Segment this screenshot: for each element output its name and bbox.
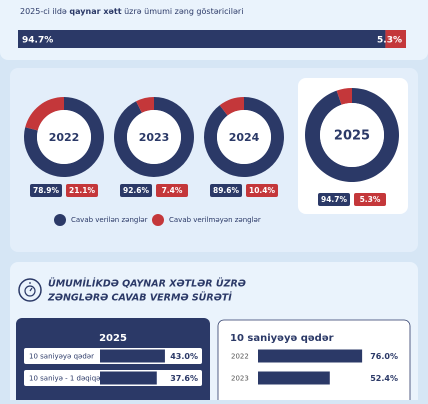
donut-year: 2022 [49,131,80,144]
donut-hole [37,110,91,164]
donut-year: 2023 [139,131,170,144]
answered-bar [18,30,386,48]
speed-title: ZƏNGLƏRƏ CAVAB VERMƏ SÜRƏTİ [47,293,232,304]
row-value: 76.0% [370,352,398,361]
missed-segment [25,97,64,131]
legend-icon [152,214,164,226]
missed-bar [385,30,406,48]
title-part: qaynar xətt [69,7,121,16]
legend-label: Cavab verilən zənglər [71,216,148,224]
value-label: 10.4% [249,186,276,195]
title-part: 2025-ci ildə [20,7,69,16]
label-box [156,184,188,197]
row-value: 37.6% [170,374,198,383]
donut-hole [127,110,181,164]
label-box [66,184,98,197]
row-label: 10 saniyə - 1 dəqiqə [29,375,100,383]
label-box [318,193,350,206]
row-label: 2022 [231,353,249,361]
value-label: 5.3% [360,195,381,204]
summary-title: 2025-ci ildə qaynar xətt üzrə ümumi zəng… [20,7,243,16]
bar-label: 94.7% [22,36,53,46]
speed-bar [258,349,363,363]
row-label: 10 saniyəyə qədər [29,353,94,361]
value-label: 7.4% [162,186,183,195]
stopwatch-icon [18,278,42,302]
panel-title: 10 saniyəyə qədər [230,333,334,344]
answered-segment [305,88,399,182]
missed-segment [136,97,154,113]
value-label: 78.9% [33,186,60,195]
donut-year: 2024 [229,131,260,144]
speed-title: ÜMUMİLİKDƏ QAYNAR XƏTLƏR ÜZRƏ [48,279,246,290]
label-box [30,184,62,197]
label-box [210,184,242,197]
speed-bar [100,349,165,363]
row-label: 2023 [231,375,249,383]
bar-label: 5.3% [377,36,402,46]
row-value: 52.4% [370,374,398,383]
speed-bar [100,371,157,385]
row-value: 43.0% [170,352,198,361]
speed-bar [258,371,330,385]
title-part: üzrə ümumi zəng göstəriciləri [122,7,244,16]
answered-segment [114,97,195,178]
value-label: 92.6% [123,186,150,195]
answered-segment [23,97,104,177]
answered-segment [204,97,284,177]
value-label: 89.6% [213,186,240,195]
value-label: 94.7% [321,195,348,204]
missed-segment [336,88,352,105]
legend-icon [54,214,66,226]
value-label: 21.1% [69,186,96,195]
label-box [354,193,386,206]
label-box [246,184,278,197]
legend-label: Cavab verilməyən zənglər [169,216,261,224]
donut-hole [320,103,384,167]
label-box [120,184,152,197]
missed-segment [219,97,244,116]
panel-title: 2025 [99,333,127,344]
donut-hole [217,110,271,164]
donut-year: 2025 [334,129,370,144]
